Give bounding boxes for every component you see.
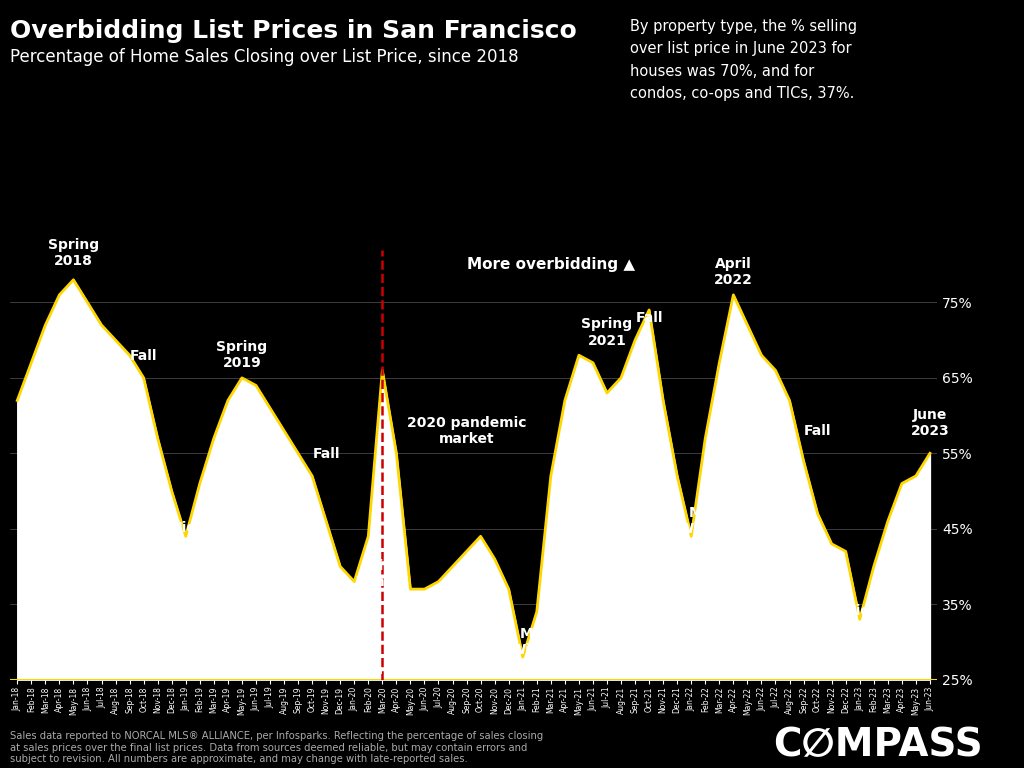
Text: Pandemic hits ▲: Pandemic hits ▲: [319, 662, 445, 676]
Text: More overbidding ▲: More overbidding ▲: [467, 257, 635, 272]
Text: By property type, the % selling
over list price in June 2023 for
houses was 70%,: By property type, the % selling over lis…: [630, 19, 857, 101]
Text: Mid-
Winter: Mid- Winter: [356, 559, 409, 589]
Text: Spring
2018: Spring 2018: [48, 238, 99, 269]
Text: June
2023: June 2023: [910, 408, 949, 439]
Text: Mid-
Winter: Mid- Winter: [510, 627, 563, 657]
Text: Sales data reported to NORCAL MLS® ALLIANCE, per Infosparks. Reflecting the perc: Sales data reported to NORCAL MLS® ALLIA…: [10, 731, 544, 764]
Text: Mid-
Winter: Mid- Winter: [679, 506, 732, 536]
Text: C∅MPASS: C∅MPASS: [773, 727, 983, 764]
Text: Sales in 1 month mostly reflect market
dynamics in the previous month.
Seasonal : Sales in 1 month mostly reflect market d…: [32, 597, 323, 650]
Text: Percentage of Home Sales Closing over List Price, since 2018: Percentage of Home Sales Closing over Li…: [10, 48, 519, 65]
Text: Overbidding List Prices in San Francisco: Overbidding List Prices in San Francisco: [10, 19, 577, 43]
Text: April
2022: April 2022: [714, 257, 753, 287]
Text: Fall: Fall: [130, 349, 158, 362]
Text: Fall: Fall: [312, 447, 340, 461]
Text: Spring
2021: Spring 2021: [582, 317, 633, 348]
Text: 2020 pandemic
market: 2020 pandemic market: [407, 415, 526, 445]
Text: Mid-
Winter: Mid- Winter: [160, 521, 212, 551]
Text: Fall: Fall: [804, 424, 831, 439]
Text: Fall: Fall: [635, 311, 663, 325]
Text: Spring
2019: Spring 2019: [216, 340, 267, 370]
Text: Mid-
Winter: Mid- Winter: [834, 604, 886, 634]
